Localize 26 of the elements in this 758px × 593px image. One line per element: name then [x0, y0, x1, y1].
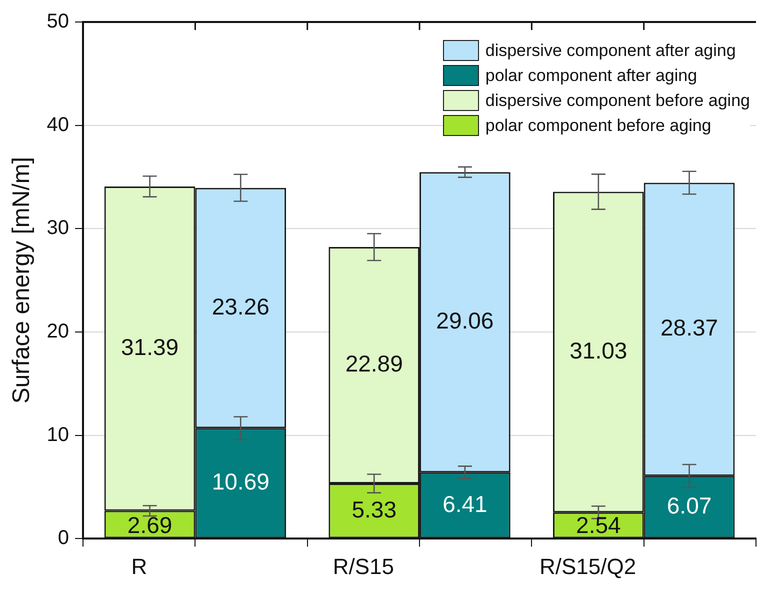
- legend-label: polar component before aging: [485, 116, 712, 136]
- legend-label: dispersive component before aging: [485, 90, 750, 110]
- data-label: 5.33: [352, 496, 396, 522]
- y-tick-label: 20: [46, 320, 70, 342]
- data-label: 23.26: [212, 293, 270, 320]
- data-label: 6.41: [442, 490, 488, 517]
- data-label: 2.54: [576, 512, 622, 538]
- y-tick-label: 40: [46, 114, 70, 136]
- legend-label: dispersive component after aging: [485, 40, 736, 60]
- x-tick-label: R: [131, 554, 148, 579]
- legend-label: polar component after aging: [485, 66, 698, 86]
- data-label: 31.39: [121, 334, 179, 360]
- data-label: 2.69: [127, 512, 172, 538]
- data-label: 28.37: [660, 314, 718, 341]
- x-tick-label: R/S15: [332, 554, 394, 579]
- data-label: 29.06: [436, 308, 494, 334]
- y-tick-label: 0: [58, 527, 70, 550]
- y-axis-title: Surface energy [mN/m]: [8, 156, 36, 404]
- y-tick-label: 10: [46, 424, 70, 446]
- x-tick-label: R/S15/Q2: [539, 554, 636, 579]
- data-label: 6.07: [666, 492, 712, 519]
- data-label: 22.89: [345, 350, 403, 377]
- y-tick-label: 50: [46, 10, 70, 33]
- data-label: 31.03: [570, 337, 628, 364]
- y-tick-label: 30: [46, 217, 70, 240]
- data-label: 10.69: [212, 468, 270, 495]
